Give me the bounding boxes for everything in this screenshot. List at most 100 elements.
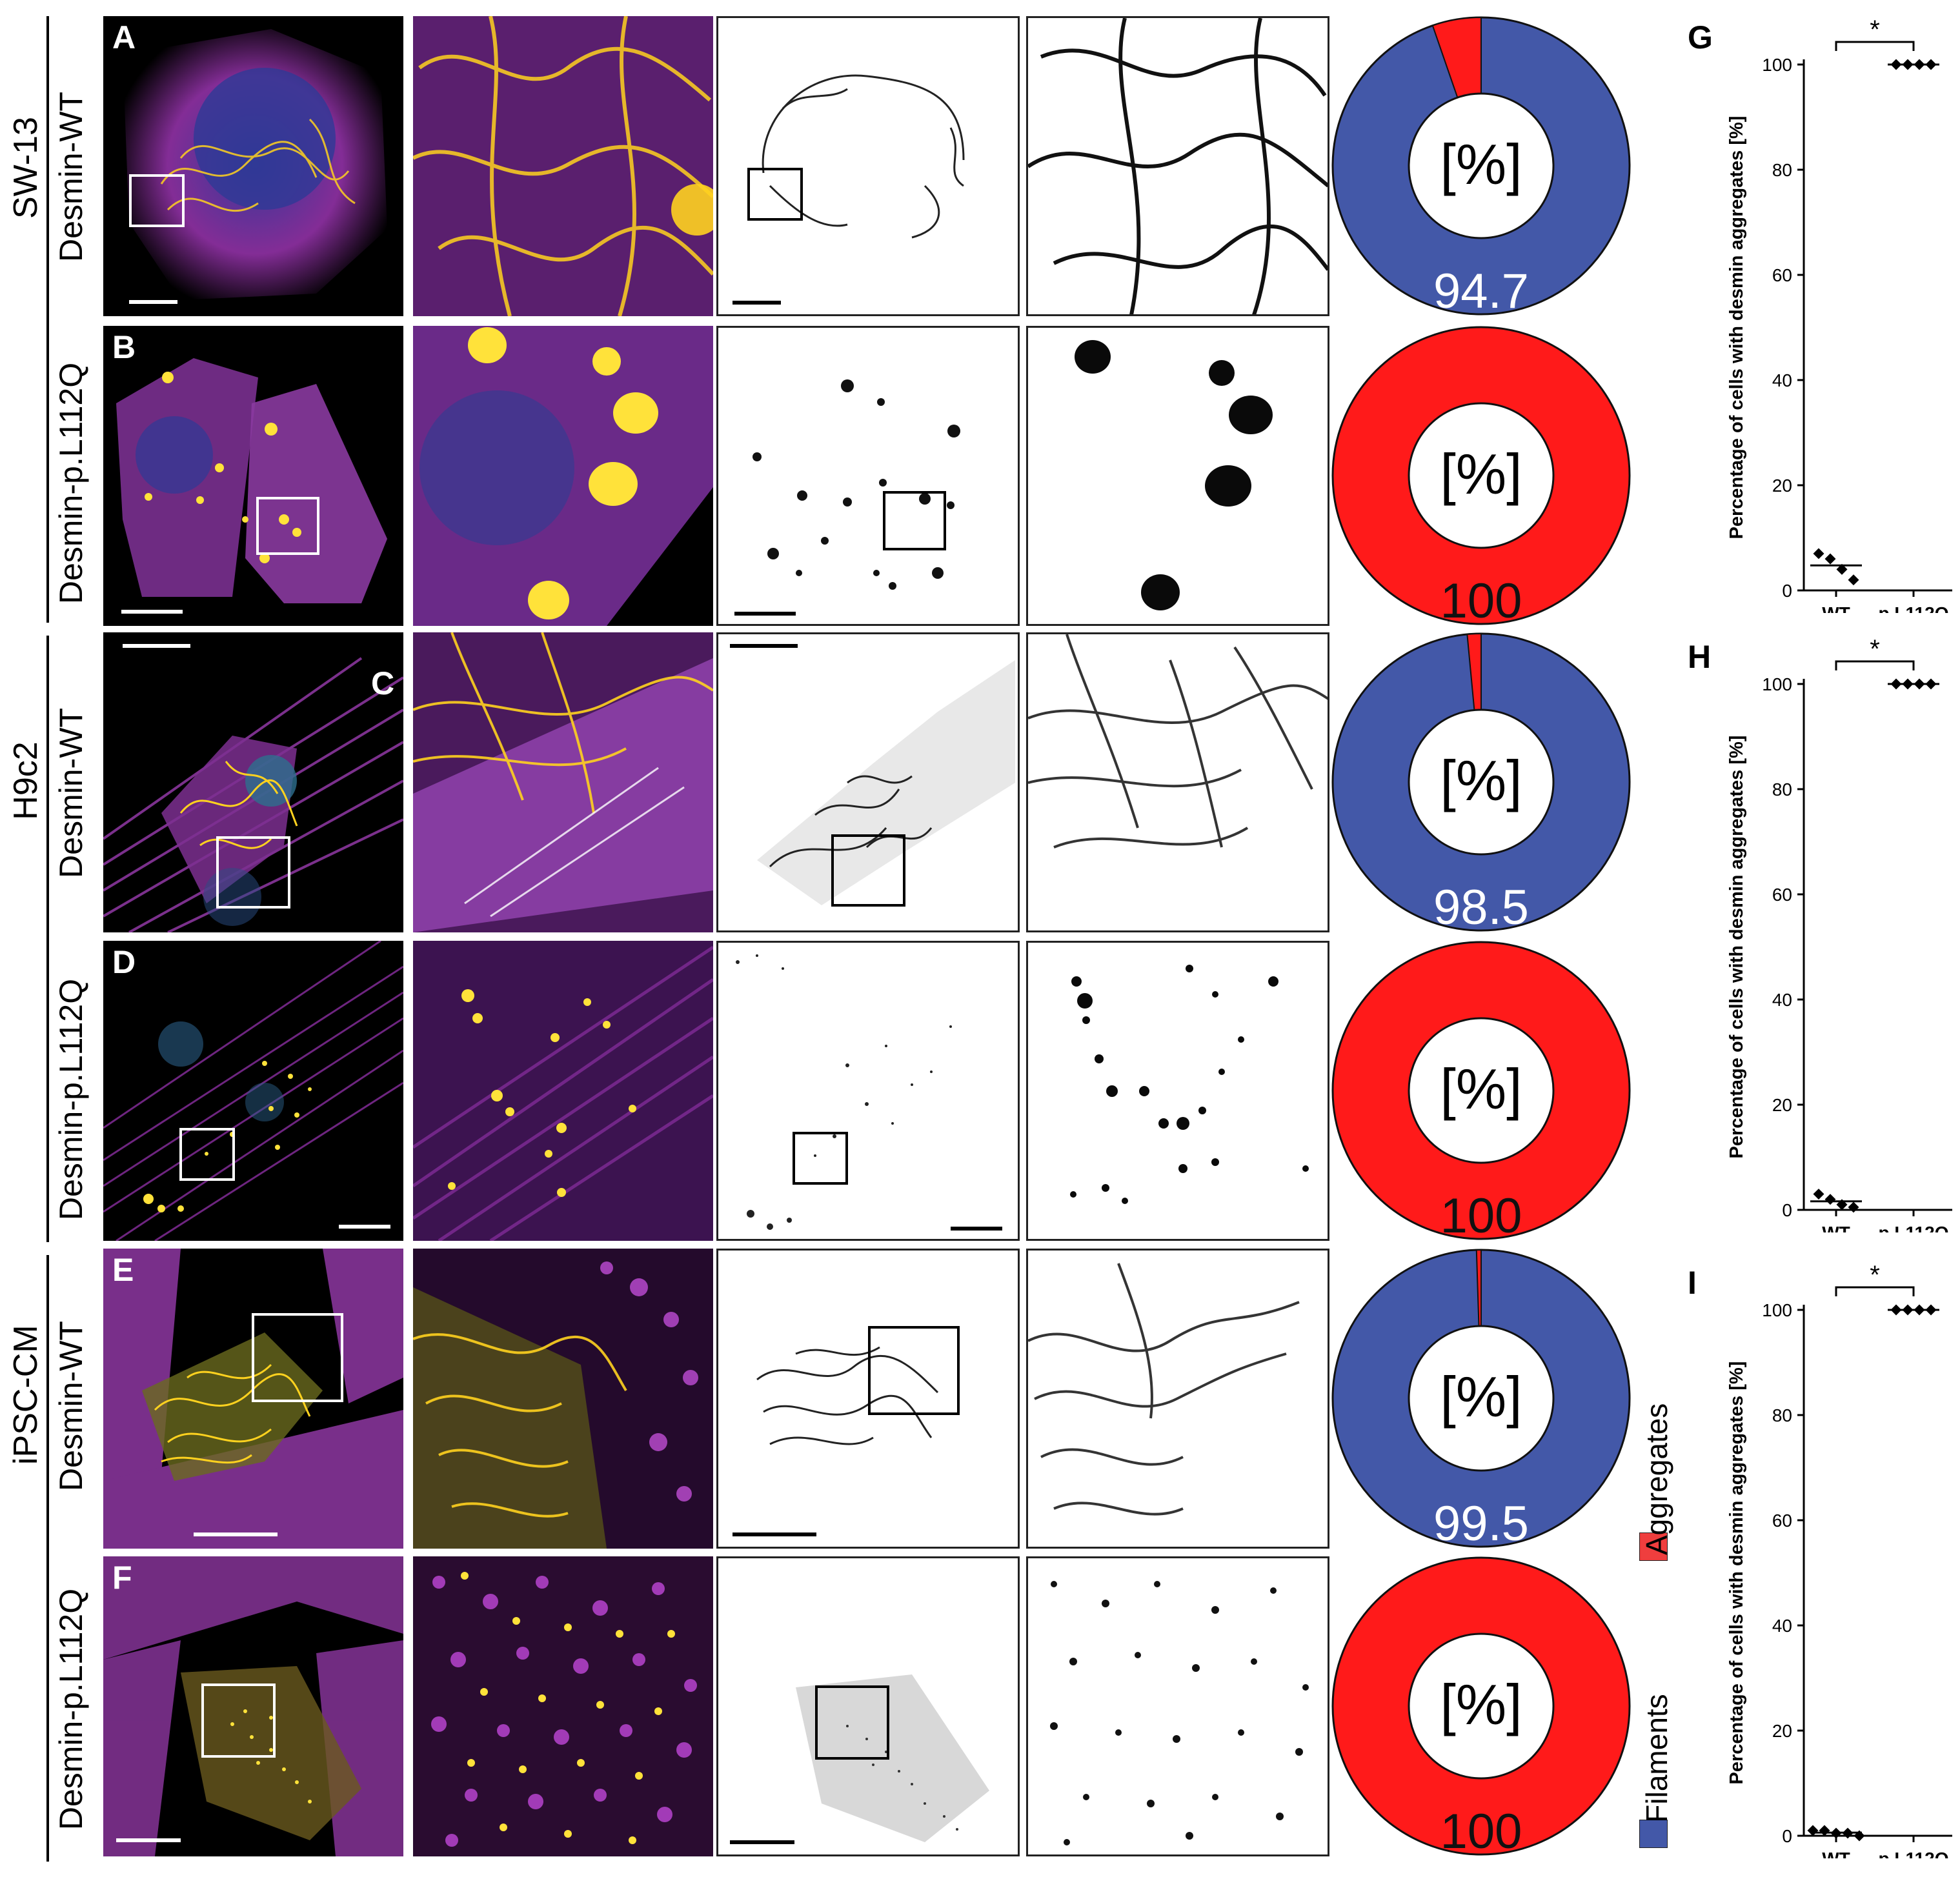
inset-box-b-inv (883, 491, 946, 550)
y-tick-label: 100 (1762, 674, 1792, 694)
scale-bar-e (194, 1532, 278, 1536)
inset-box-f-inv (815, 1685, 889, 1760)
scale-bar-b (121, 610, 183, 614)
panel-letter-e: E (112, 1252, 134, 1288)
x-tick-label: WT (1822, 1849, 1850, 1858)
micrograph-f-zoom (413, 1556, 713, 1856)
legend: Aggregates Filaments (1613, 1394, 1691, 1865)
row-label-a: Desmin-WT (53, 92, 89, 262)
donut-value-label: 98.5 (1433, 880, 1529, 935)
micrograph-a-zoom (413, 16, 713, 316)
micrograph-f-overview: F (103, 1556, 403, 1856)
donut-center-label: [%] (1440, 132, 1522, 196)
micrograph-a-inverted (716, 16, 1020, 316)
y-tick-label: 100 (1762, 1300, 1792, 1320)
donut-center-label: [%] (1440, 749, 1522, 812)
y-tick-label: 20 (1772, 476, 1792, 496)
scale-bar-f-inv (730, 1840, 794, 1844)
micrograph-b-zoom (413, 326, 713, 626)
inset-box-c-inv (831, 834, 905, 907)
scale-bar-a-inv (732, 301, 781, 305)
y-tick-label: 40 (1772, 370, 1792, 390)
micrograph-c-overview: C (103, 632, 403, 932)
donut-value-label: 94.7 (1433, 264, 1529, 319)
data-point (1824, 553, 1836, 565)
y-tick-label: 20 (1772, 1721, 1792, 1741)
scatter-plot-g: G 0 20 40 60 80 100 WT p.L112Q Percentage of cell… (1688, 15, 1952, 613)
data-point (1824, 1194, 1836, 1205)
row-label-e: Desmin-WT (53, 1321, 89, 1491)
x-tick-label: WT (1822, 603, 1850, 613)
group-label-h9c2: H9c2 (7, 741, 45, 820)
y-tick-label: 0 (1782, 1826, 1792, 1846)
inset-box-d (179, 1128, 235, 1181)
micrograph-a-overview: A (103, 16, 403, 316)
significance-bracket (1835, 660, 1915, 670)
scale-bar-d-inv (951, 1227, 1002, 1231)
donut-hole (1408, 1633, 1555, 1780)
x-tick-label: p.L112Q (1879, 1223, 1949, 1232)
donut-hole (1408, 1017, 1555, 1164)
legend-label-filaments: Filaments (1640, 1694, 1673, 1823)
donut-value-label: 100 (1440, 574, 1522, 628)
panel-letter-f: F (112, 1560, 132, 1596)
scale-bar-d (339, 1225, 390, 1229)
inset-box-e-inv (868, 1326, 960, 1415)
inset-box-a (129, 174, 185, 227)
data-point (1848, 574, 1859, 586)
panel-letter-i: I (1688, 1265, 1697, 1301)
y-tick-label: 0 (1782, 581, 1792, 601)
micrograph-f-inverted (716, 1556, 1020, 1856)
data-point (1819, 1825, 1830, 1836)
donut-chart-c: [%] 98.5 (1331, 632, 1631, 935)
panel-letter-d: D (112, 944, 136, 980)
panel-letter-c: C (371, 665, 395, 701)
group-divider-h9c2 (46, 636, 49, 1242)
row-label-c: Desmin-WT (53, 708, 89, 878)
data-point (1848, 1201, 1859, 1213)
donut-chart-b: [%] 100 (1331, 326, 1631, 628)
inset-box-f (201, 1683, 276, 1758)
group-divider-sw13 (46, 16, 49, 623)
y-tick-label: 40 (1772, 1616, 1792, 1636)
significance-label: * (1870, 635, 1880, 663)
y-axis-label: Percentage of cells with desmin aggregat… (1726, 736, 1747, 1159)
donut-hole (1408, 1325, 1555, 1472)
row-label-b: Desmin-p.L112Q (53, 362, 89, 605)
panel-letter-h: H (1688, 639, 1711, 675)
legend-label-aggregates: Aggregates (1640, 1403, 1673, 1555)
y-tick-label: 60 (1772, 1511, 1792, 1531)
donut-value-label: 100 (1440, 1804, 1522, 1859)
micrograph-e-inverted (716, 1249, 1020, 1549)
significance-bracket (1835, 1286, 1915, 1296)
significance-label: * (1870, 1261, 1880, 1289)
scatter-plot-i: I 0 20 40 60 80 100 WT p.L112Q Percentage of cell… (1688, 1261, 1952, 1858)
micrograph-d-inverted-zoom (1026, 941, 1329, 1241)
inset-box-a-inv (747, 168, 803, 221)
inset-box-d-inv (793, 1132, 848, 1185)
y-axis-label: Percentage of cells with desmin aggregat… (1726, 116, 1747, 539)
scale-bar-c (123, 644, 190, 648)
panel-letter-a: A (112, 19, 136, 55)
legend-swatch-filaments (1639, 1820, 1668, 1848)
data-point (1807, 1825, 1819, 1836)
data-point (1813, 1189, 1824, 1200)
donut-center-label: [%] (1440, 442, 1522, 506)
x-tick-label: p.L112Q (1879, 1849, 1949, 1858)
donut-center-label: [%] (1440, 1365, 1522, 1429)
donut-center-label: [%] (1440, 1673, 1522, 1736)
micrograph-b-inverted (716, 326, 1020, 626)
inset-box-e (252, 1313, 343, 1402)
micrograph-e-zoom (413, 1249, 713, 1549)
micrograph-c-inverted-zoom (1026, 632, 1329, 932)
donut-chart-d: [%] 100 (1331, 941, 1631, 1243)
scale-bar-c-inv (730, 644, 798, 648)
y-tick-label: 80 (1772, 779, 1792, 799)
inset-box-b (256, 497, 319, 555)
scale-bar-a (129, 300, 177, 304)
micrograph-d-zoom (413, 941, 713, 1241)
x-tick-label: WT (1822, 1223, 1850, 1232)
y-tick-label: 0 (1782, 1200, 1792, 1220)
scale-bar-f (116, 1838, 181, 1842)
data-point (1836, 563, 1848, 575)
